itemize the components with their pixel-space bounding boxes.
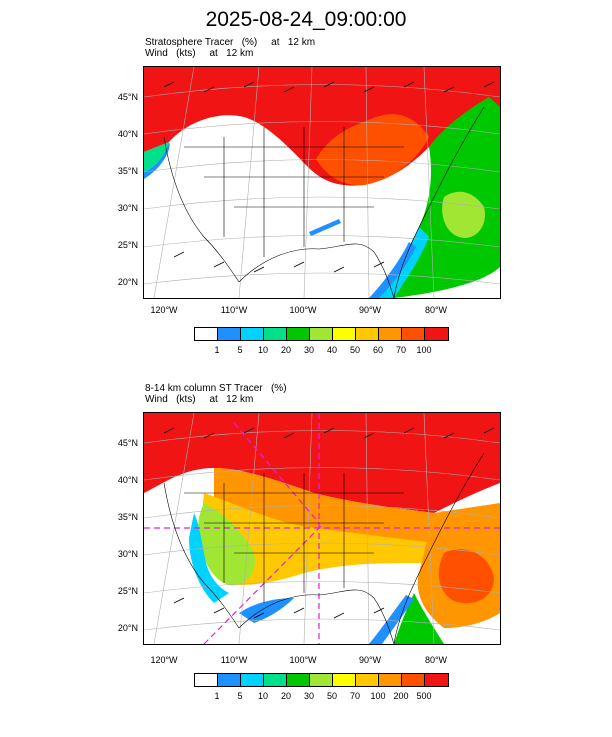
panel2-yellow-mid bbox=[202, 493, 434, 585]
colorbar-swatch bbox=[241, 674, 264, 686]
colorbar-swatch bbox=[195, 328, 218, 340]
panel1-colorbar bbox=[194, 327, 449, 341]
colorbar-label: 100 bbox=[416, 345, 432, 355]
panel1-lat-label: 20°N bbox=[117, 277, 138, 287]
colorbar-label: 200 bbox=[393, 691, 409, 701]
colorbar-swatch bbox=[356, 328, 379, 340]
panel1-boundaries bbox=[163, 106, 485, 298]
panel2-lat-label: 30°N bbox=[117, 549, 138, 559]
colorbar-label: 100 bbox=[370, 691, 386, 701]
panel2-blue-coast bbox=[369, 595, 414, 644]
colorbar-label: 30 bbox=[303, 691, 314, 701]
panel2-lat-label: 20°N bbox=[117, 623, 138, 633]
panel2-colorbar bbox=[194, 673, 449, 687]
colorbar-label: 1 bbox=[214, 345, 220, 355]
panel2-title-line1: 8-14 km column ST Tracer (%) bbox=[145, 383, 287, 394]
panel2-lon-label: 90°W bbox=[358, 655, 382, 665]
colorbar-label: 40 bbox=[326, 345, 337, 355]
panel1-lon-label: 100°W bbox=[289, 305, 317, 315]
panel1-wind-barbs bbox=[163, 81, 495, 273]
panel2-lat-label: 40°N bbox=[117, 475, 138, 485]
colorbar-label: 5 bbox=[237, 691, 243, 701]
colorbar-label: 60 bbox=[372, 345, 383, 355]
panel2-wind-barbs bbox=[163, 427, 495, 619]
panel1-blue-coast bbox=[369, 242, 416, 298]
panel1-lat-label: 35°N bbox=[117, 166, 138, 176]
panel2-lat-label: 45°N bbox=[117, 438, 138, 448]
panel2-green-east bbox=[394, 593, 444, 644]
colorbar-label: 10 bbox=[257, 345, 268, 355]
colorbar-swatch bbox=[425, 328, 448, 340]
panel1-map-svg bbox=[144, 67, 500, 298]
colorbar-swatch bbox=[287, 328, 310, 340]
panel1-lat-label: 40°N bbox=[117, 129, 138, 139]
colorbar-swatch bbox=[287, 674, 310, 686]
colorbar-label: 30 bbox=[303, 345, 314, 355]
colorbar-label: 10 bbox=[257, 691, 268, 701]
colorbar-swatch bbox=[356, 674, 379, 686]
colorbar-swatch bbox=[402, 674, 425, 686]
colorbar-swatch bbox=[379, 674, 402, 686]
colorbar-swatch bbox=[195, 674, 218, 686]
panel2-boundaries bbox=[163, 452, 485, 644]
panel1-lon-label: 80°W bbox=[424, 305, 448, 315]
panel1-title-line1: Stratosphere Tracer (%) at 12 km bbox=[145, 37, 316, 48]
colorbar-label: 20 bbox=[280, 691, 291, 701]
panel2-lat-label: 35°N bbox=[117, 512, 138, 522]
colorbar-swatch bbox=[402, 328, 425, 340]
panel1-map bbox=[143, 66, 501, 299]
panel1-lat-label: 30°N bbox=[117, 203, 138, 213]
colorbar-swatch bbox=[218, 328, 241, 340]
panel2-blue-south bbox=[239, 598, 294, 623]
colorbar-swatch bbox=[218, 674, 241, 686]
page-title: 2025-08-24_09:00:00 bbox=[205, 8, 407, 31]
colorbar-swatch bbox=[241, 328, 264, 340]
panel2-map bbox=[143, 412, 501, 645]
colorbar-label: 500 bbox=[416, 691, 432, 701]
panel2-lat-label: 25°N bbox=[117, 586, 138, 596]
panel2-green-west bbox=[197, 503, 255, 586]
panel2-red-east bbox=[438, 549, 494, 604]
panel1-lon-label: 110°W bbox=[220, 305, 248, 315]
panel2-cyan-west bbox=[189, 513, 229, 603]
panel2-map-svg bbox=[144, 413, 500, 644]
panel2-lon-label: 100°W bbox=[289, 655, 317, 665]
panel1-lat-label: 45°N bbox=[117, 92, 138, 102]
colorbar-label: 20 bbox=[280, 345, 291, 355]
colorbar-label: 50 bbox=[326, 691, 337, 701]
colorbar-swatch bbox=[264, 328, 287, 340]
colorbar-label: 1 bbox=[214, 691, 220, 701]
colorbar-label: 5 bbox=[237, 345, 243, 355]
panel2-title-line2: Wind (kts) at 12 km bbox=[145, 394, 254, 405]
colorbar-swatch bbox=[379, 328, 402, 340]
panel2-lon-label: 80°W bbox=[424, 655, 448, 665]
panel1-lat-label: 25°N bbox=[117, 240, 138, 250]
panel2-lon-label: 110°W bbox=[220, 655, 248, 665]
colorbar-swatch bbox=[425, 674, 448, 686]
colorbar-swatch bbox=[310, 674, 333, 686]
colorbar-swatch bbox=[333, 328, 356, 340]
colorbar-swatch bbox=[264, 674, 287, 686]
panel1-lon-label: 120°W bbox=[150, 305, 178, 315]
colorbar-swatch bbox=[310, 328, 333, 340]
panel1-title-line2: Wind (kts) at 12 km bbox=[145, 48, 254, 59]
panel1-green-edge bbox=[144, 142, 169, 172]
colorbar-label: 70 bbox=[395, 345, 406, 355]
panel1-lon-label: 90°W bbox=[358, 305, 382, 315]
panel1-graticule bbox=[144, 67, 500, 298]
panel1-blue-streak bbox=[309, 219, 341, 236]
colorbar-label: 70 bbox=[349, 691, 360, 701]
panel1-blue-edge-west bbox=[144, 142, 170, 179]
panel2-lon-label: 120°W bbox=[150, 655, 178, 665]
colorbar-swatch bbox=[333, 674, 356, 686]
panel2-red-north bbox=[144, 413, 500, 513]
colorbar-label: 50 bbox=[349, 345, 360, 355]
